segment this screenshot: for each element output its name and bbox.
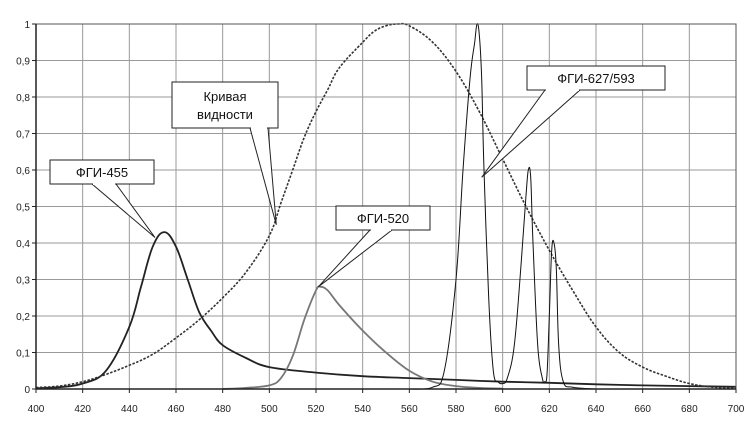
- y-tick-label: 0,1: [16, 349, 30, 360]
- x-tick-label: 680: [681, 404, 698, 415]
- series-line-fgi520: [222, 285, 503, 390]
- x-tick-label: 620: [541, 404, 558, 415]
- callouts: ФГИ-455 Кривая видности ФГИ-520 ФГИ-627/593: [49, 65, 666, 288]
- series-line-fgi455: [35, 231, 737, 390]
- callout-box: [49, 159, 155, 185]
- tick-labels: 400 420 440 460 480 500 520 540 560 580 600 620 640 6…: [16, 20, 745, 415]
- x-tick-label: 480: [214, 404, 231, 415]
- y-tick-label: 0,7: [16, 130, 30, 141]
- x-tick-label: 660: [634, 404, 651, 415]
- x-tick-label: 520: [308, 404, 325, 415]
- series-group: [35, 22, 737, 390]
- y-tick-label: 0,6: [16, 166, 30, 177]
- x-tick-label: 600: [494, 404, 511, 415]
- x-tick-label: 540: [354, 404, 371, 415]
- x-tick-label: 580: [448, 404, 465, 415]
- callout-vis: Кривая видности: [171, 81, 279, 225]
- callout-fgi520: ФГИ-520: [317, 205, 431, 288]
- y-tick-label: 0: [24, 385, 30, 396]
- callout-box: [171, 81, 279, 129]
- series-line-vis: [35, 22, 737, 390]
- y-tick-label: 0,8: [16, 93, 30, 104]
- x-tick-label: 400: [28, 404, 45, 415]
- callout-fgi627: ФГИ-627/593: [481, 65, 666, 178]
- y-tick-label: 0,2: [16, 312, 30, 323]
- y-tick-label: 0,5: [16, 203, 30, 214]
- x-tick-label: 440: [121, 404, 138, 415]
- x-tick-label: 500: [261, 404, 278, 415]
- callout-box: [526, 65, 666, 91]
- x-tick-label: 420: [74, 404, 91, 415]
- callout-label: видности: [197, 107, 253, 122]
- y-tick-label: 0,4: [16, 239, 30, 250]
- callout-label: ФГИ-520: [357, 211, 409, 226]
- y-tick-label: 1: [24, 20, 30, 31]
- callout-label: ФГИ-627/593: [557, 71, 635, 86]
- y-tick-label: 0,9: [16, 57, 30, 68]
- callout-label: Кривая: [203, 89, 246, 104]
- x-tick-label: 640: [588, 404, 605, 415]
- series-line-fgi627: [409, 23, 597, 390]
- x-tick-label: 560: [401, 404, 418, 415]
- y-tick-label: 0,3: [16, 276, 30, 287]
- x-tick-label: 700: [728, 404, 745, 415]
- x-tick-label: 460: [168, 404, 185, 415]
- callout-fgi455: ФГИ-455: [49, 159, 156, 238]
- callout-box: [335, 205, 431, 231]
- callout-label: ФГИ-455: [76, 165, 128, 180]
